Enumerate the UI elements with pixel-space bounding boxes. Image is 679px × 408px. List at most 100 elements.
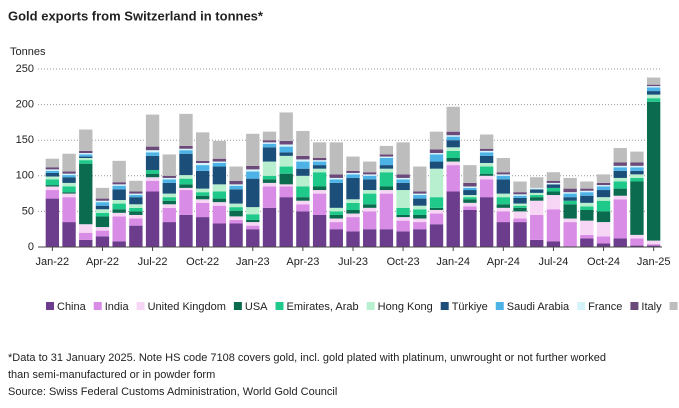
bar-segment — [95, 236, 110, 247]
bar-segment — [145, 146, 160, 151]
bar-segment — [229, 219, 243, 224]
bar-segment — [546, 195, 561, 210]
bar-segment — [496, 193, 511, 198]
bar-segment — [79, 153, 93, 155]
bar-segment — [279, 144, 293, 147]
bar-segment — [530, 200, 544, 215]
bar-segment — [446, 150, 460, 158]
bar-segment — [95, 202, 110, 206]
bar-segment — [195, 165, 210, 171]
bar-segment — [396, 217, 410, 221]
bar-segment — [513, 195, 527, 198]
bar-segment — [95, 216, 110, 228]
bar-segment — [129, 214, 143, 219]
bar-segment — [62, 197, 76, 223]
bar-segment — [45, 190, 60, 199]
y-tick-label: 100 — [16, 170, 34, 182]
bar-segment — [446, 158, 460, 162]
bar-segment — [179, 145, 193, 149]
bar-segment — [463, 195, 477, 198]
bar-segment — [62, 173, 76, 176]
bar-segment — [546, 241, 561, 247]
bar-segment — [530, 239, 544, 247]
y-tick-label: 0 — [28, 241, 34, 253]
bar-segment — [396, 190, 410, 208]
bar-segment — [45, 170, 60, 173]
legend-label: United Kingdom — [148, 301, 226, 313]
bar-segment — [329, 174, 343, 178]
bar-segment — [496, 174, 511, 176]
bar-segment — [596, 243, 611, 247]
bar-segment — [195, 192, 210, 196]
x-tick-label: Jan-23 — [236, 256, 270, 268]
bar-segment — [479, 148, 494, 151]
bar-segment — [312, 214, 327, 247]
bar-segment — [379, 186, 394, 191]
bar-segment — [79, 239, 93, 247]
bar-segment — [212, 158, 227, 162]
bar-segment — [346, 174, 360, 178]
bar-segment — [129, 211, 143, 215]
bar-segment — [162, 204, 176, 208]
bar-segment — [195, 132, 210, 161]
bar-segment — [513, 192, 527, 195]
bar-segment — [646, 245, 661, 247]
bar-segment — [630, 181, 644, 235]
bar-segment — [630, 177, 644, 182]
bar-segment — [546, 184, 561, 188]
bar-segment — [446, 131, 460, 136]
bar-segment — [162, 222, 176, 247]
bar-segment — [279, 146, 293, 153]
bar-segment — [530, 187, 544, 190]
bar-segment — [329, 211, 343, 215]
legend-label: Emirates, Arab — [287, 301, 359, 313]
x-tick-label: Apr-22 — [86, 256, 119, 268]
bar-segment — [179, 153, 193, 176]
bar-segment — [563, 192, 577, 194]
footnote: *Data to 31 January 2025. Note HS code 7… — [8, 352, 606, 364]
bar-segment — [396, 182, 410, 191]
bar-segment — [646, 91, 661, 95]
bar-segment — [530, 214, 544, 240]
legend-swatch — [630, 302, 639, 310]
bar-segment — [429, 213, 444, 225]
bar-segment — [596, 182, 611, 186]
bar-segment — [363, 211, 377, 230]
bar-segment — [129, 204, 143, 208]
bar-segment — [596, 197, 611, 201]
bar-segment — [179, 187, 193, 191]
bar-segment — [429, 161, 444, 169]
bar-segment — [413, 191, 427, 194]
bar-segment — [195, 202, 210, 218]
bar-segment — [580, 206, 594, 210]
bar-segment — [546, 209, 561, 242]
bar-segment — [129, 207, 143, 212]
bar-segment — [379, 158, 394, 166]
x-tick-label: Apr-24 — [487, 256, 520, 268]
bar-segment — [496, 175, 511, 180]
bar-segment — [45, 185, 60, 187]
bar-segment — [463, 190, 477, 196]
bar-segment — [62, 192, 76, 194]
bar-segment — [446, 140, 460, 148]
bar-segment — [229, 210, 243, 217]
bar-segment — [646, 86, 661, 88]
bar-segment — [463, 182, 477, 187]
legend-label: Hong Kong — [378, 301, 433, 313]
bar-segment — [112, 216, 126, 242]
bar-segment — [413, 209, 427, 215]
bar-segment — [396, 174, 410, 178]
bar-segment — [346, 213, 360, 218]
bar-segment — [112, 212, 126, 217]
bar-segment — [379, 172, 394, 187]
legend-label: China — [57, 301, 87, 313]
bar-segment — [129, 191, 143, 194]
bar-segment — [129, 180, 143, 192]
bar-segment — [513, 218, 527, 223]
bar-segment — [45, 179, 60, 186]
bar-segment — [195, 160, 210, 163]
bar-segment — [296, 155, 310, 160]
bar-segment — [262, 131, 277, 141]
bar-segment — [580, 188, 594, 191]
bar-segment — [496, 222, 511, 247]
